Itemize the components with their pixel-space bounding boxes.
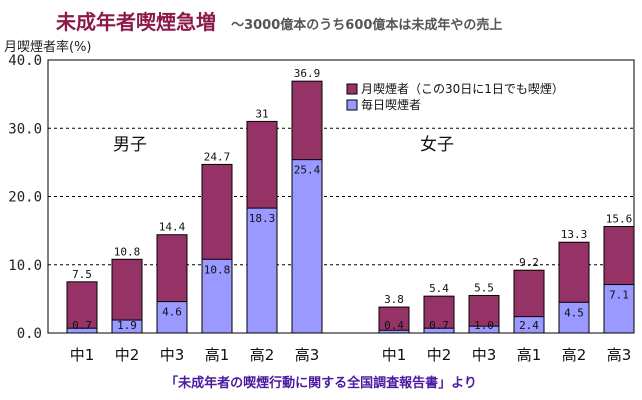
y-tick-label: 10.0 (8, 258, 42, 274)
bar-monthly (66, 281, 98, 334)
bar-daily (603, 284, 635, 334)
x-category-label: 中2 (427, 346, 452, 364)
legend-swatch-daily (346, 99, 358, 111)
daily-value-label: 0.4 (384, 319, 404, 332)
group-label-boys: 男子 (113, 135, 147, 155)
monthly-value-label: 5.5 (474, 281, 494, 294)
x-category-label: 高3 (295, 346, 320, 364)
bar-daily (246, 207, 278, 334)
bar-daily (111, 319, 143, 334)
bar-daily (558, 301, 590, 334)
x-category-label: 中1 (70, 346, 95, 364)
x-category-label: 高1 (205, 346, 230, 364)
bar-daily (156, 301, 188, 334)
x-category-label: 中1 (382, 346, 407, 364)
bar-daily (513, 316, 545, 334)
y-tick-label: 40.0 (8, 53, 42, 69)
daily-value-label: 25.4 (294, 164, 321, 177)
daily-value-label: 0.7 (72, 319, 92, 332)
monthly-value-label: 7.5 (72, 268, 92, 281)
daily-value-label: 1.9 (117, 319, 137, 332)
daily-value-label: 0.7 (429, 319, 449, 332)
y-tick-label: 30.0 (8, 121, 42, 137)
monthly-value-label: 14.4 (159, 221, 186, 234)
bar-daily (468, 325, 500, 334)
y-axis-title: 月喫煙者率(%) (4, 40, 92, 55)
legend-label-monthly: 月喫煙者（この30日に1日でも喫煙） (361, 82, 564, 96)
legend-swatch-monthly (346, 83, 358, 95)
x-category-label: 中3 (472, 346, 497, 364)
group-label-girls: 女子 (420, 135, 454, 155)
source-note: 「未成年者の喫煙行動に関する全国調査報告書」より (165, 376, 477, 391)
chart-subtitle: ～3000億本のうち600億本は未成年やの売上 (231, 18, 503, 33)
x-category-label: 高2 (250, 346, 275, 364)
legend-label-daily: 毎日喫煙者 (361, 97, 421, 112)
bar-daily (201, 258, 233, 334)
y-tick-label: 20.0 (8, 190, 42, 206)
y-tick-label: 0.0 (17, 326, 42, 342)
x-category-label: 中2 (115, 346, 140, 364)
daily-value-label: 1.0 (474, 319, 494, 332)
daily-value-label: 7.1 (609, 289, 629, 302)
bar-daily (66, 327, 98, 334)
monthly-value-label: 9.2 (519, 256, 539, 269)
bar-daily (291, 159, 323, 334)
monthly-value-label: 24.7 (204, 150, 231, 163)
bar-monthly (423, 295, 455, 334)
daily-value-label: 4.6 (162, 306, 182, 319)
chart-title: 未成年者喫煙急増 (56, 10, 216, 34)
bar-daily (423, 327, 455, 334)
daily-value-label: 10.8 (204, 263, 231, 276)
x-category-label: 高1 (517, 346, 542, 364)
monthly-value-label: 15.6 (606, 213, 633, 226)
monthly-value-label: 31 (255, 107, 268, 120)
title-row: 未成年者喫煙急増 ～3000億本のうち600億本は未成年やの売上 (56, 6, 502, 35)
x-category-label: 高2 (562, 346, 587, 364)
x-category-label: 高3 (607, 346, 632, 364)
daily-value-label: 2.4 (519, 319, 539, 332)
bar-daily (378, 329, 410, 334)
monthly-value-label: 5.4 (429, 282, 449, 295)
monthly-value-label: 10.8 (114, 245, 141, 258)
monthly-value-label: 3.8 (384, 293, 404, 306)
monthly-value-label: 13.3 (561, 228, 588, 241)
daily-value-label: 4.5 (564, 306, 584, 319)
x-category-label: 中3 (160, 346, 185, 364)
monthly-value-label: 36.9 (294, 67, 321, 80)
daily-value-label: 18.3 (249, 212, 276, 225)
